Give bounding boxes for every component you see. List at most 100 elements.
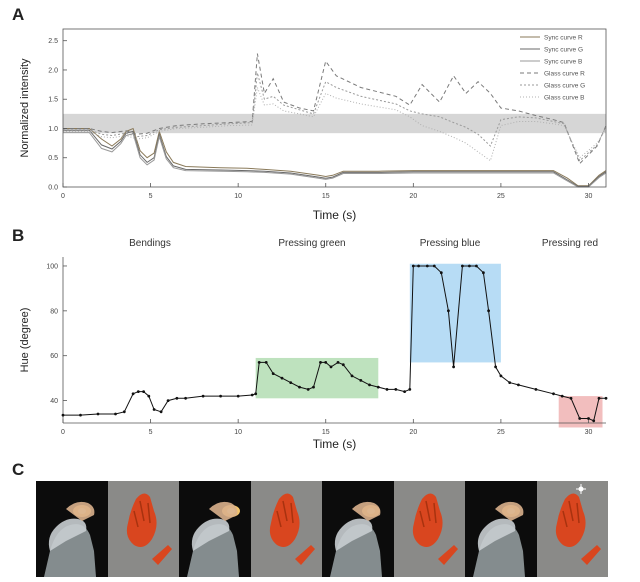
legend-label: Glass curve G bbox=[544, 83, 585, 90]
data-point bbox=[468, 264, 471, 268]
x-tick-label: 20 bbox=[409, 193, 417, 200]
data-point bbox=[569, 396, 573, 400]
data-point bbox=[257, 361, 261, 364]
legend-label: Glass curve R bbox=[544, 71, 585, 78]
x-tick-label: 25 bbox=[497, 193, 505, 200]
y-tick-label: 80 bbox=[50, 308, 58, 315]
data-point bbox=[552, 392, 555, 396]
series-line-5 bbox=[63, 72, 607, 162]
legend-label: Sync curve G bbox=[544, 47, 583, 54]
phase-label: Bendings bbox=[129, 238, 171, 249]
arm-model-icon bbox=[412, 493, 458, 565]
legend-label: Glass curve B bbox=[544, 95, 584, 102]
x-tick-label: 10 bbox=[234, 193, 242, 200]
x-tick-label: 25 bbox=[497, 429, 505, 436]
data-point bbox=[236, 394, 240, 398]
data-point bbox=[159, 410, 163, 414]
data-point bbox=[487, 309, 490, 313]
phase-label: Pressing green bbox=[278, 238, 345, 249]
data-point bbox=[254, 392, 258, 396]
data-point bbox=[560, 394, 564, 398]
x-tick-label: 15 bbox=[322, 429, 330, 436]
x-tick-label: 20 bbox=[409, 429, 417, 436]
data-point bbox=[508, 381, 512, 384]
data-point bbox=[482, 271, 485, 275]
model-render bbox=[250, 481, 322, 577]
intensity-chart: 0 5 10 15 20 25 30 0.0 0.5 1.0 1.5 2.0 2.5 Time (s) No… bbox=[19, 28, 607, 222]
highlight-region bbox=[255, 357, 379, 399]
data-point bbox=[131, 392, 135, 396]
x-axis-title: Time (s) bbox=[313, 437, 357, 451]
model-render bbox=[393, 481, 465, 577]
data-point bbox=[329, 365, 333, 369]
legend-label: Sync curve R bbox=[544, 35, 583, 42]
data-point bbox=[452, 365, 455, 369]
data-point bbox=[534, 388, 538, 391]
model-render bbox=[107, 481, 179, 577]
data-point bbox=[447, 309, 450, 313]
data-point bbox=[166, 399, 170, 402]
data-point bbox=[417, 264, 420, 268]
hand-icon bbox=[44, 501, 96, 577]
data-point bbox=[152, 408, 156, 411]
hand-photo bbox=[36, 481, 108, 577]
data-point bbox=[201, 394, 205, 398]
data-point bbox=[175, 396, 179, 400]
data-point bbox=[280, 376, 284, 380]
phase-label: Pressing blue bbox=[420, 238, 481, 249]
data-point bbox=[142, 390, 146, 393]
data-point bbox=[312, 385, 315, 389]
y-axis-title: Normalized intensity bbox=[19, 58, 31, 158]
data-point bbox=[350, 374, 354, 378]
y-tick-label: 60 bbox=[50, 353, 58, 360]
data-point bbox=[289, 381, 293, 384]
photo-strip bbox=[36, 481, 608, 577]
y-tick-label: 100 bbox=[46, 263, 58, 270]
panel-b-label: B bbox=[12, 226, 25, 245]
series-line-2 bbox=[63, 129, 607, 187]
data-point bbox=[499, 374, 503, 378]
data-point bbox=[184, 396, 188, 400]
arm-model-icon bbox=[555, 484, 601, 565]
data-point bbox=[394, 388, 398, 391]
phase-label: Pressing red bbox=[542, 238, 598, 249]
hue-chart: 0 5 10 15 20 25 30 40 60 80 100 Time (s) Hue (degree… bbox=[19, 238, 608, 451]
x-tick-label: 0 bbox=[61, 429, 65, 436]
data-point bbox=[298, 385, 301, 389]
data-point bbox=[324, 361, 328, 364]
data-point bbox=[475, 264, 478, 268]
hand-photo bbox=[322, 481, 394, 577]
y-tick-label: 1.0 bbox=[48, 126, 58, 133]
hand-icon bbox=[330, 501, 382, 577]
x-tick-label: 0 bbox=[61, 193, 65, 200]
legend-label: Sync curve B bbox=[544, 59, 582, 66]
series-line-3 bbox=[63, 132, 607, 188]
series-line-1 bbox=[63, 127, 607, 187]
y-tick-label: 0.0 bbox=[48, 185, 58, 192]
data-point bbox=[368, 383, 371, 387]
hand-photo bbox=[179, 481, 251, 577]
panel-a-label: A bbox=[12, 5, 25, 24]
highlight-region bbox=[558, 396, 603, 428]
y-tick-label: 40 bbox=[50, 398, 58, 405]
data-point bbox=[359, 379, 363, 382]
data-point bbox=[587, 417, 590, 420]
x-axis-title: Time (s) bbox=[313, 208, 357, 222]
x-tick-label: 10 bbox=[234, 429, 242, 436]
data-point bbox=[122, 410, 126, 414]
x-tick-label: 5 bbox=[149, 429, 153, 436]
data-point bbox=[432, 264, 436, 268]
y-tick-label: 0.5 bbox=[48, 155, 58, 162]
data-point bbox=[136, 390, 140, 393]
x-tick-label: 15 bbox=[322, 193, 330, 200]
data-point bbox=[319, 361, 322, 364]
hand-icon bbox=[473, 501, 525, 577]
data-point bbox=[341, 363, 345, 367]
data-point bbox=[439, 271, 443, 275]
data-point bbox=[271, 372, 275, 375]
y-tick-label: 1.5 bbox=[48, 97, 58, 104]
data-point bbox=[403, 390, 406, 393]
data-point bbox=[376, 385, 380, 389]
data-point bbox=[461, 264, 464, 268]
arm-model-icon bbox=[269, 493, 315, 565]
